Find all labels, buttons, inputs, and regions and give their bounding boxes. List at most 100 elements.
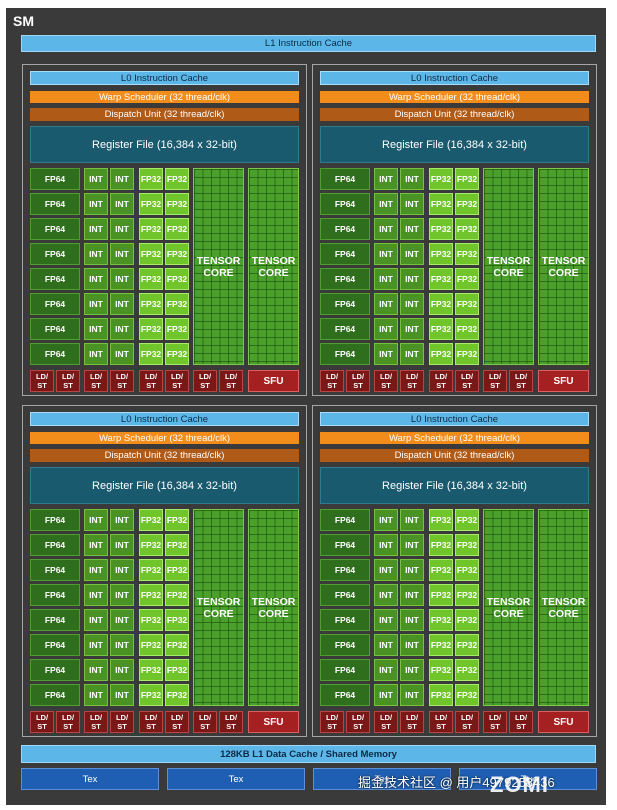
l1-instruction-cache: L1 Instruction Cache [21, 35, 596, 52]
fp32-unit: FP32 [455, 584, 479, 606]
tensor-core: TENSOR CORE [538, 509, 589, 706]
int-unit: INT [400, 584, 424, 606]
ld-st-unit: LD/ ST [429, 370, 453, 392]
fp32-unit: FP32 [455, 218, 479, 240]
fp32-unit: FP32 [429, 168, 453, 190]
processing-block-4: L0 Instruction Cache Warp Scheduler (32 t… [312, 405, 597, 737]
int-unit: INT [110, 509, 134, 531]
fp64-unit: FP64 [30, 659, 80, 681]
int-unit: INT [84, 268, 108, 290]
fp32-unit: FP32 [455, 559, 479, 581]
int-unit: INT [84, 634, 108, 656]
ld-st-unit: LD/ ST [483, 370, 507, 392]
sfu-unit: SFU [248, 370, 299, 392]
fp32-unit: FP32 [139, 634, 163, 656]
fp64-unit: FP64 [30, 318, 80, 340]
int-unit: INT [110, 659, 134, 681]
fp32-unit: FP32 [165, 659, 189, 681]
dispatch-unit: Dispatch Unit (32 thread/clk) [320, 449, 589, 462]
fp32-unit: FP32 [165, 509, 189, 531]
fp32-unit: FP32 [429, 584, 453, 606]
fp64-unit: FP64 [320, 509, 370, 531]
l0-instruction-cache: L0 Instruction Cache [30, 71, 299, 85]
int-unit: INT [400, 634, 424, 656]
int-unit: INT [84, 243, 108, 265]
int-unit: INT [374, 218, 398, 240]
int-unit: INT [400, 534, 424, 556]
ld-st-unit: LD/ ST [110, 370, 134, 392]
fp32-unit: FP32 [139, 343, 163, 365]
fp64-unit: FP64 [320, 343, 370, 365]
int-unit: INT [84, 318, 108, 340]
fp32-unit: FP32 [165, 343, 189, 365]
ld-st-unit: LD/ ST [56, 711, 80, 733]
fp64-unit: FP64 [30, 584, 80, 606]
int-unit: INT [84, 609, 108, 631]
fp32-unit: FP32 [139, 509, 163, 531]
fp32-unit: FP32 [139, 218, 163, 240]
fp64-unit: FP64 [30, 168, 80, 190]
int-unit: INT [110, 268, 134, 290]
l0-instruction-cache: L0 Instruction Cache [320, 412, 589, 426]
fp32-unit: FP32 [429, 609, 453, 631]
ld-st-unit: LD/ ST [320, 711, 344, 733]
fp32-unit: FP32 [165, 559, 189, 581]
int-unit: INT [374, 509, 398, 531]
fp32-unit: FP32 [165, 584, 189, 606]
fp32-unit: FP32 [455, 343, 479, 365]
int-unit: INT [374, 293, 398, 315]
sfu-unit: SFU [538, 370, 589, 392]
fp64-unit: FP64 [30, 559, 80, 581]
ld-st-unit: LD/ ST [346, 711, 370, 733]
dispatch-unit: Dispatch Unit (32 thread/clk) [30, 449, 299, 462]
ld-st-unit: LD/ ST [374, 711, 398, 733]
fp32-unit: FP32 [165, 268, 189, 290]
fp64-unit: FP64 [320, 634, 370, 656]
int-unit: INT [110, 559, 134, 581]
fp32-unit: FP32 [429, 559, 453, 581]
tensor-core: TENSOR CORE [483, 168, 534, 365]
int-unit: INT [84, 684, 108, 706]
fp64-unit: FP64 [30, 534, 80, 556]
int-unit: INT [84, 343, 108, 365]
ld-st-unit: LD/ ST [509, 711, 533, 733]
fp32-unit: FP32 [429, 218, 453, 240]
warp-scheduler: Warp Scheduler (32 thread/clk) [320, 91, 589, 103]
fp32-unit: FP32 [165, 634, 189, 656]
fp32-unit: FP32 [165, 534, 189, 556]
fp64-unit: FP64 [30, 609, 80, 631]
fp32-unit: FP32 [455, 509, 479, 531]
int-unit: INT [110, 343, 134, 365]
ld-st-unit: LD/ ST [429, 711, 453, 733]
int-unit: INT [374, 193, 398, 215]
ld-st-unit: LD/ ST [139, 711, 163, 733]
fp64-unit: FP64 [30, 268, 80, 290]
fp64-unit: FP64 [320, 268, 370, 290]
ld-st-unit: LD/ ST [455, 370, 479, 392]
register-file: Register File (16,384 x 32-bit) [30, 126, 299, 163]
int-unit: INT [84, 218, 108, 240]
ld-st-unit: LD/ ST [219, 370, 243, 392]
ld-st-unit: LD/ ST [219, 711, 243, 733]
ld-st-unit: LD/ ST [193, 370, 217, 392]
fp64-unit: FP64 [320, 168, 370, 190]
ld-st-unit: LD/ ST [30, 370, 54, 392]
fp32-unit: FP32 [139, 659, 163, 681]
fp32-unit: FP32 [165, 193, 189, 215]
fp64-unit: FP64 [320, 243, 370, 265]
int-unit: INT [110, 584, 134, 606]
ld-st-unit: LD/ ST [346, 370, 370, 392]
fp32-unit: FP32 [429, 509, 453, 531]
tex-unit-3: Tex [313, 768, 451, 790]
fp32-unit: FP32 [455, 268, 479, 290]
int-unit: INT [374, 318, 398, 340]
int-unit: INT [110, 293, 134, 315]
tensor-core: TENSOR CORE [538, 168, 589, 365]
fp32-unit: FP32 [455, 684, 479, 706]
tex-unit-4: Tex [459, 768, 597, 790]
fp32-unit: FP32 [455, 293, 479, 315]
int-unit: INT [84, 193, 108, 215]
fp32-unit: FP32 [455, 243, 479, 265]
int-unit: INT [400, 243, 424, 265]
int-unit: INT [84, 293, 108, 315]
